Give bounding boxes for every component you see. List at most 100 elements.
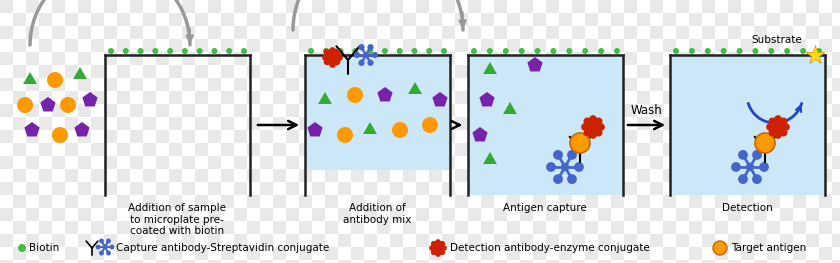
Bar [52,260,65,263]
Bar [364,260,377,263]
Bar [117,221,130,234]
Bar [299,195,312,208]
Bar [13,13,26,26]
Bar [494,156,507,169]
Circle shape [323,48,328,54]
Bar [832,234,840,247]
Bar [234,234,247,247]
Bar [416,260,429,263]
Bar [429,143,442,156]
Polygon shape [40,97,55,112]
Bar [650,260,663,263]
Bar [364,104,377,117]
Bar [598,130,611,143]
Bar [26,208,39,221]
Bar [273,39,286,52]
Bar [221,117,234,130]
Bar [806,52,819,65]
Circle shape [567,174,577,184]
Bar [481,221,494,234]
Bar [546,260,559,263]
Bar [832,104,840,117]
Circle shape [52,127,68,143]
Bar [624,0,637,13]
Circle shape [769,48,774,54]
Bar [715,143,728,156]
Bar [455,195,468,208]
Bar [52,156,65,169]
Bar [663,169,676,182]
Circle shape [422,117,438,133]
Bar [689,247,702,260]
Bar [169,169,182,182]
Bar [247,91,260,104]
Bar [598,78,611,91]
Bar [728,234,741,247]
Bar [221,91,234,104]
Bar [650,208,663,221]
Bar [364,26,377,39]
Bar [663,39,676,52]
Circle shape [364,52,369,58]
Bar [312,260,325,263]
Bar [208,156,221,169]
Bar [91,221,104,234]
Bar [624,182,637,195]
Bar [663,247,676,260]
Circle shape [17,97,33,113]
Bar [741,117,754,130]
Circle shape [534,48,541,54]
Bar [221,39,234,52]
Bar [819,65,832,78]
Circle shape [553,174,563,184]
Circle shape [759,162,769,172]
Bar [312,182,325,195]
Bar [429,13,442,26]
Bar [65,143,78,156]
Bar [806,156,819,169]
Circle shape [367,60,374,66]
Bar [299,143,312,156]
Bar [169,91,182,104]
Bar [442,0,455,13]
Bar [299,221,312,234]
Bar [598,182,611,195]
Bar [104,182,117,195]
Bar [507,247,520,260]
Bar [702,130,715,143]
Bar [741,65,754,78]
Bar [247,169,260,182]
Bar [494,104,507,117]
Bar [546,208,559,221]
Bar [260,208,273,221]
Bar [670,55,825,195]
Bar [728,26,741,39]
Bar [247,117,260,130]
Bar [234,208,247,221]
Text: Capture antibody-Streptavidin conjugate: Capture antibody-Streptavidin conjugate [116,243,329,253]
Bar [260,234,273,247]
Bar [208,130,221,143]
Bar [754,234,767,247]
Polygon shape [363,122,377,134]
Bar [247,143,260,156]
Bar [650,130,663,143]
Circle shape [737,48,743,54]
Bar [689,221,702,234]
Bar [403,65,416,78]
Bar [78,26,91,39]
Bar [429,195,442,208]
Bar [572,208,585,221]
Bar [156,78,169,91]
Bar [793,13,806,26]
Circle shape [367,44,374,50]
Bar [156,0,169,13]
Bar [663,117,676,130]
Bar [442,182,455,195]
Circle shape [574,162,584,172]
Bar [494,234,507,247]
Bar [507,39,520,52]
Bar [832,52,840,65]
Bar [52,104,65,117]
Circle shape [354,52,360,58]
